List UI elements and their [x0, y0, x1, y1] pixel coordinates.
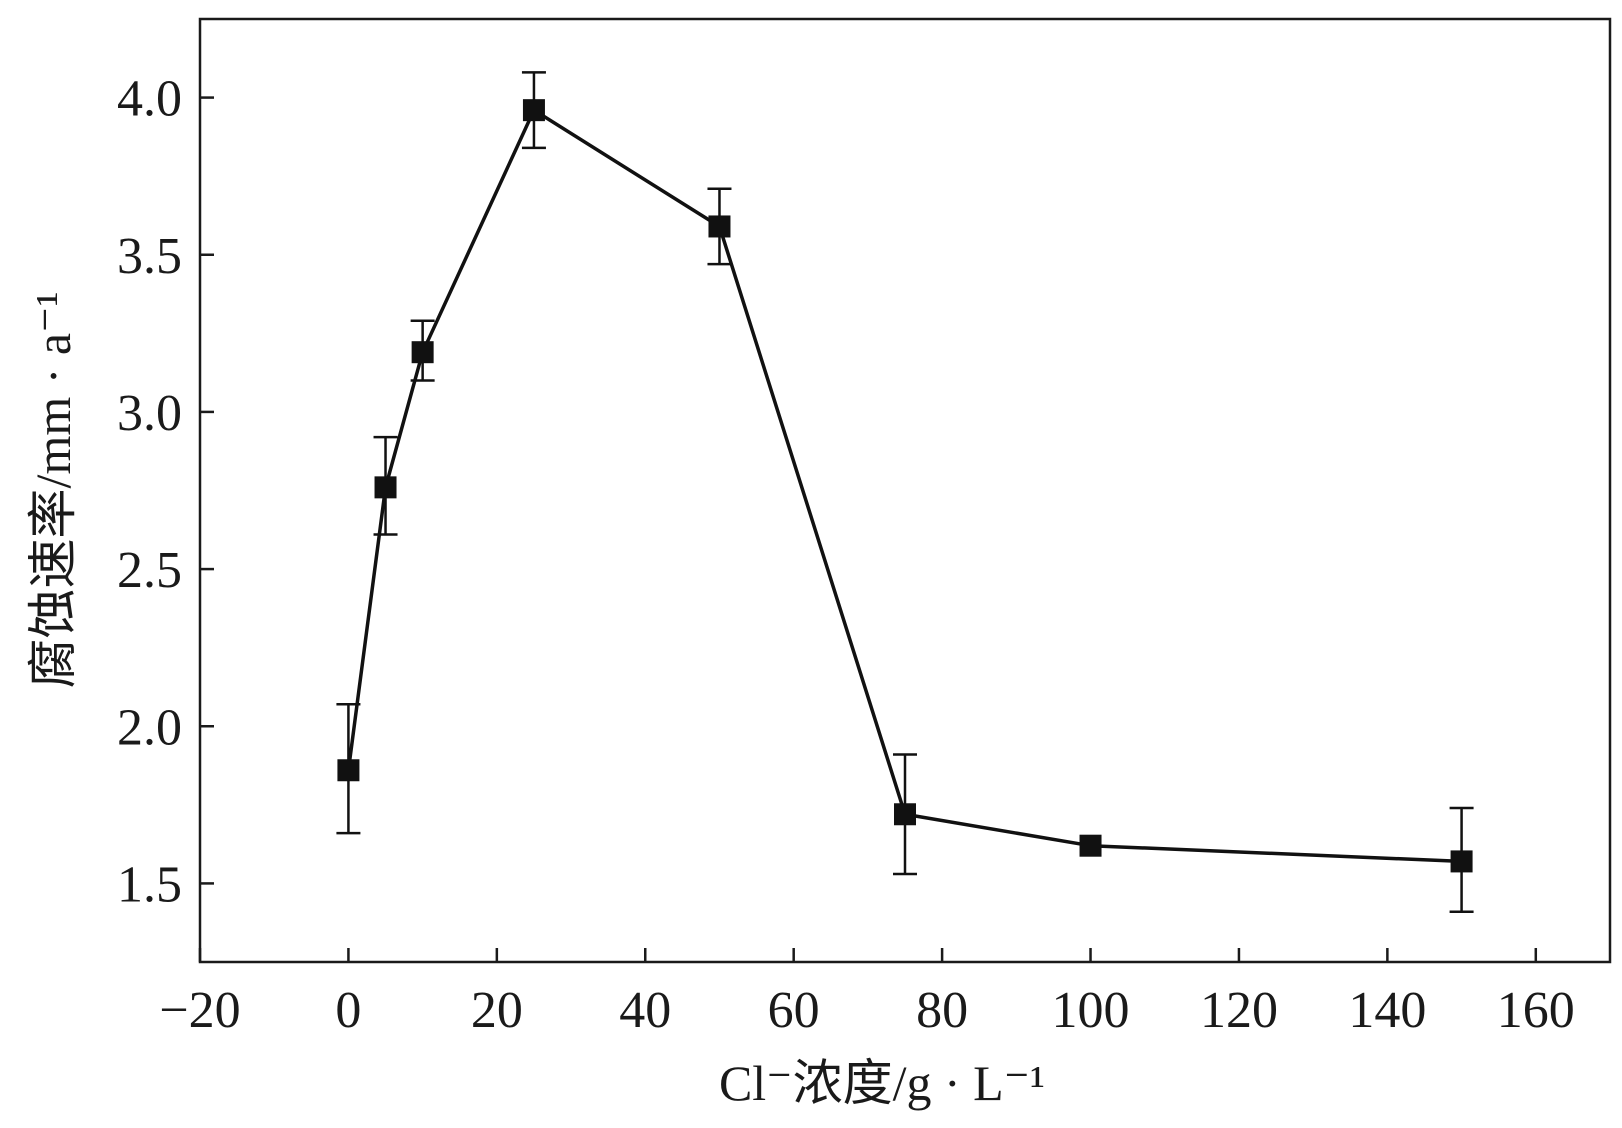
data-point — [1450, 850, 1473, 873]
y-tick-label: 3.0 — [117, 385, 182, 442]
x-axis-title: Cl⁻浓度/g · L⁻¹ — [719, 1055, 1045, 1111]
x-tick-label: 120 — [1200, 982, 1278, 1039]
series-line — [346, 108, 1462, 864]
x-tick-label: 20 — [471, 982, 523, 1039]
data-point — [894, 803, 916, 826]
data-point — [411, 341, 434, 364]
y-axis-ticks: 1.5 2.0 2.5 3.0 3.5 4.0 — [117, 71, 214, 913]
x-tick-label: 0 — [335, 982, 361, 1039]
x-tick-label: 100 — [1052, 982, 1130, 1039]
x-tick-label: 60 — [768, 982, 820, 1039]
data-point — [374, 476, 397, 499]
y-tick-label: 2.0 — [117, 699, 182, 756]
data-point — [522, 99, 545, 122]
data-point — [337, 759, 360, 782]
x-tick-label: 40 — [619, 982, 671, 1039]
x-tick-label: −20 — [159, 982, 240, 1039]
data-markers — [337, 99, 1473, 873]
y-axis-title: 腐蚀速率/mm · a⁻¹ — [25, 292, 81, 689]
plot-frame — [198, 17, 1612, 964]
y-tick-label: 4.0 — [117, 71, 182, 128]
error-bars — [336, 71, 1474, 913]
x-axis-ticks: −20 0 20 40 60 80 100 120 140 160 — [159, 948, 1575, 1039]
data-point — [1079, 834, 1102, 857]
x-tick-label: 140 — [1348, 982, 1426, 1039]
data-point — [708, 215, 731, 238]
x-tick-label: 80 — [916, 982, 968, 1039]
y-tick-label: 1.5 — [117, 856, 182, 913]
x-tick-label: 160 — [1497, 982, 1575, 1039]
series-lines — [346, 108, 1462, 864]
y-tick-label: 3.5 — [117, 228, 182, 285]
y-tick-label: 2.5 — [117, 542, 182, 599]
